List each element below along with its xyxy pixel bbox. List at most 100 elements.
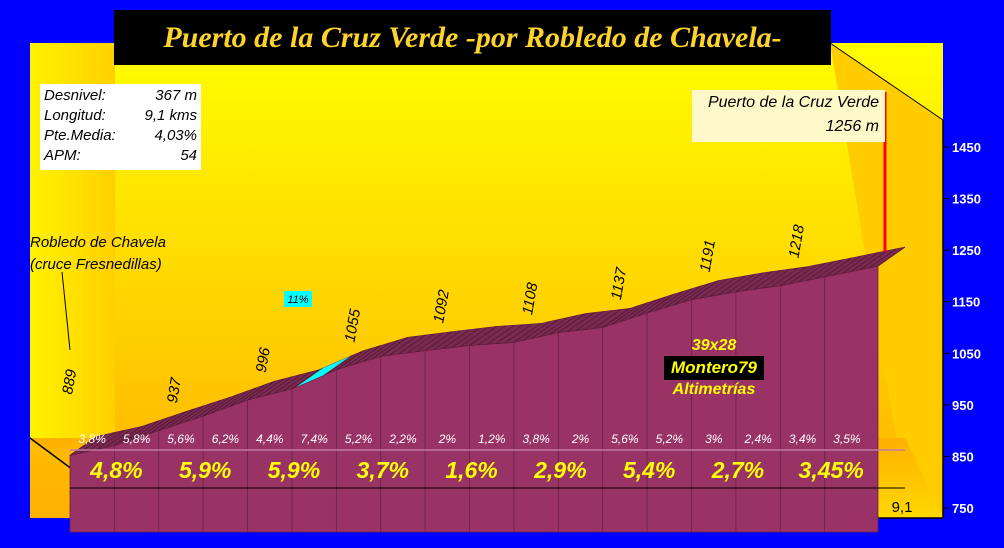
half-km-gradient-label: 3% [705, 432, 723, 446]
profile-hatch [451, 328, 480, 348]
profile-hatch [371, 339, 400, 360]
profile-hatch [780, 266, 808, 286]
profile-hatch [407, 333, 435, 354]
half-km-gradient-label: 5,8% [123, 432, 151, 446]
profile-hatch [353, 345, 382, 365]
half-km-gradient-label: 2,4% [743, 432, 772, 446]
half-km-gradient-label: 1,2% [478, 432, 506, 446]
profile-hatch [291, 369, 320, 390]
half-km-gradient-label: 6,2% [212, 432, 240, 446]
gear-ratio: 39x28 [691, 337, 737, 354]
profile-hatch [842, 253, 870, 274]
profile-hatch [389, 335, 417, 356]
start-leader-line [61, 271, 71, 351]
profile-hatch [682, 282, 710, 303]
profile-hatch [753, 270, 781, 290]
summit-label-box: Puerto de la Cruz Verde 1256 m [692, 90, 885, 142]
half-km-gradient-label: 7,4% [300, 432, 328, 446]
altitude-label: 1137 [608, 266, 630, 301]
altitude-label: 996 [253, 346, 274, 374]
profile-hatch [629, 299, 657, 320]
steep-label: 11% [287, 294, 308, 306]
profile-hatch [797, 262, 826, 283]
km-gradient-label: 4,8% [89, 457, 142, 483]
altitude-label: 889 [59, 367, 80, 395]
profile-hatch [398, 334, 426, 355]
profile-hatch [744, 271, 773, 291]
half-km-gradient-label: 5,2% [345, 432, 373, 446]
profile-hatch [522, 321, 551, 341]
profile-hatch [460, 327, 488, 347]
profile-hatch [433, 330, 462, 350]
profile-hatch [380, 337, 408, 357]
profile-hatch [664, 288, 693, 308]
profile-hatch [362, 342, 391, 362]
km-gradient-label: 5,9% [179, 457, 231, 483]
y-tick-label: 1050 [952, 346, 981, 361]
profile-segment [735, 285, 781, 533]
half-km-gradient-label: 3,5% [833, 432, 861, 446]
profile-hatch [655, 291, 684, 311]
half-km-gradient-label: 3,8% [79, 432, 107, 446]
stat-value: 367 m [155, 87, 197, 104]
y-tick-label: 1250 [952, 243, 981, 258]
profile-hatch [442, 329, 471, 349]
profile-hatch [646, 293, 675, 314]
y-tick-label: 1150 [952, 295, 980, 310]
profile-hatch [265, 376, 293, 396]
altitude-label: 1218 [786, 223, 809, 259]
y-tick-label: 1350 [952, 192, 981, 207]
profile-hatch [735, 272, 764, 293]
profile-hatch [540, 317, 568, 337]
y-tick-label: 850 [952, 449, 974, 464]
profile-hatch [726, 274, 755, 294]
profile-hatch [327, 354, 355, 374]
profile-hatch [567, 312, 595, 332]
altitude-labels: 889 937 996 1055 1092 1108 1137 1191 1218 [59, 223, 808, 404]
profile-hatch [87, 432, 115, 452]
profile-segment [691, 291, 737, 533]
title-banner: Puerto de la Cruz Verde -por Robledo de … [114, 10, 831, 65]
profile-hatch [860, 250, 888, 270]
profile-hatch [176, 405, 204, 426]
summit-altitude: 1256 m [825, 118, 879, 135]
half-km-gradient-label: 5,2% [656, 432, 684, 446]
altitude-label: 1055 [342, 307, 365, 343]
profile-hatch [256, 378, 284, 399]
km-gradient-label: 5,9% [268, 457, 320, 483]
profile-hatch [131, 420, 160, 440]
profile-hatch [229, 387, 258, 407]
stat-row-desnivel: Desnivel: 367 m [44, 86, 197, 106]
steep-label-bg [284, 291, 312, 307]
profile-hatch [691, 280, 719, 300]
stat-value: 4,03% [154, 127, 197, 144]
profile-hatch [789, 264, 817, 285]
profile-hatch [345, 347, 373, 368]
stat-value: 54 [180, 147, 197, 164]
km-gradient-label: 2,7% [711, 457, 764, 483]
profile-hatch [478, 325, 506, 346]
profile-hatch [851, 252, 879, 272]
profile-hatch [584, 310, 613, 330]
stat-row-pendiente: Pte.Media: 4,03% [44, 126, 197, 146]
profile-segment [557, 326, 604, 533]
profile-hatch [416, 332, 444, 353]
chart-right-wall [830, 43, 943, 518]
profile-hatch [96, 430, 124, 450]
profile-hatch [69, 436, 98, 456]
altitude-label: 1191 [697, 239, 719, 274]
y-axis-ticks: 750 850 950 1050 1150 1250 1350 1450 [943, 140, 981, 516]
chart-title: Puerto de la Cruz Verde -por Robledo de … [163, 20, 782, 54]
profile-hatch [824, 257, 852, 278]
profile-segment [824, 265, 879, 533]
profile-hatch [620, 302, 648, 322]
profile-hatch [709, 277, 737, 297]
start-name: Robledo de Chavela [30, 234, 166, 251]
profile-hatch [593, 309, 622, 329]
stats-panel: Desnivel: 367 m Longitud: 9,1 kms Pte.Me… [40, 84, 201, 170]
profile-hatch [558, 313, 586, 333]
half-km-gradient-label: 4,4% [256, 432, 284, 446]
profile-hatch [700, 278, 728, 299]
profile-hatch [424, 331, 453, 351]
